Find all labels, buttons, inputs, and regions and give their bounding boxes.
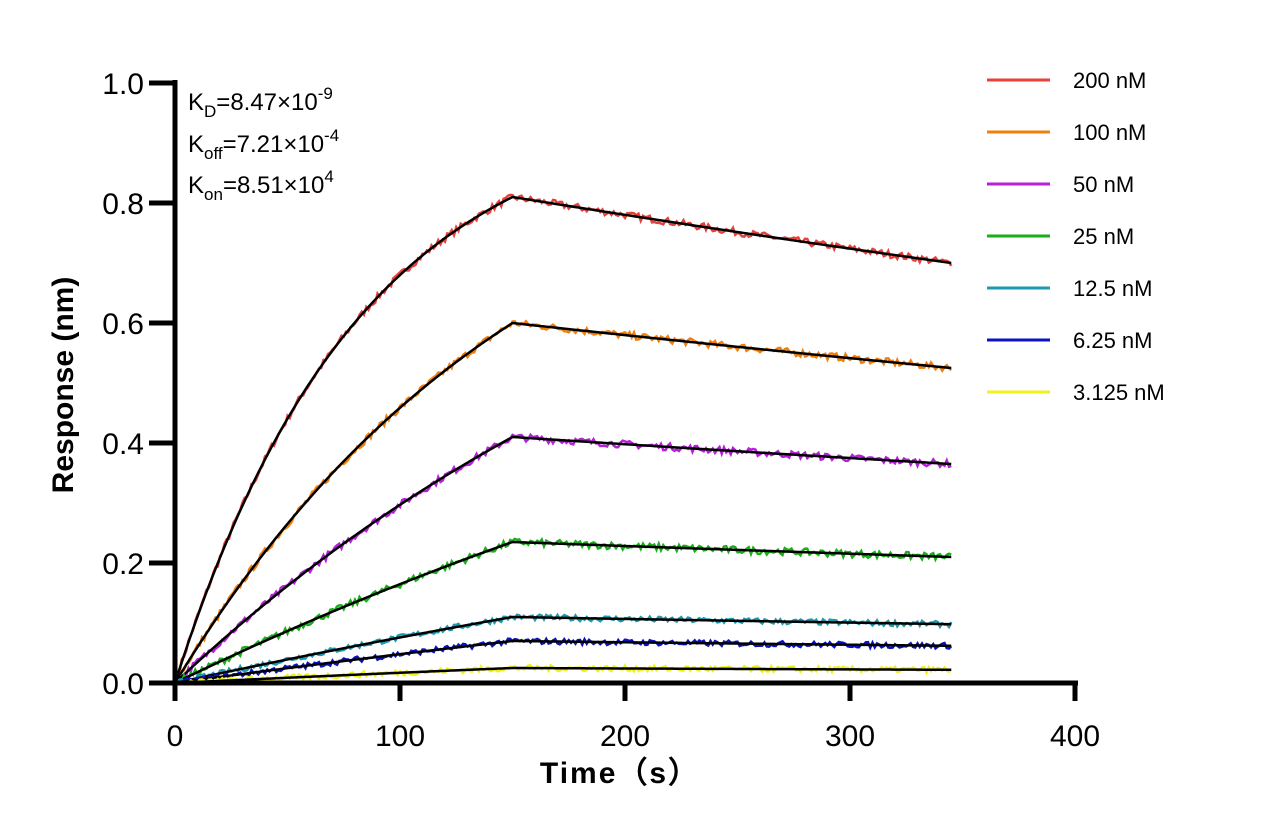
fit-line — [174, 666, 952, 685]
y-tick-label: 0.4 — [102, 428, 144, 461]
x-axis-title: Time（s） — [540, 756, 700, 790]
legend: 200 nM 100 nM 50 nM 25 nM 12.5 nM 6.25 nM 3.12… — [987, 68, 1165, 405]
legend-item: 3.125 nM — [987, 380, 1165, 405]
fit-line — [173, 321, 952, 684]
y-tick-label: 0.8 — [102, 188, 144, 221]
legend-item: 100 nM — [987, 120, 1146, 145]
legend-label: 6.25 nM — [1073, 328, 1153, 353]
x-tick-label: 100 — [375, 720, 425, 753]
legend-label: 12.5 nM — [1073, 276, 1153, 301]
kinetic-constants: KD=8.47×10-9 Koff=7.21×10-4 Kon=8.51×104 — [188, 84, 339, 204]
legend-label: 3.125 nM — [1073, 380, 1165, 405]
series-line — [174, 537, 952, 685]
x-tick-label: 400 — [1050, 720, 1100, 753]
x-tick-label: 0 — [167, 720, 184, 753]
ticks: 0 100 200 300 400 0.0 0.2 0.4 0.6 0.8 1.0 — [102, 68, 1100, 753]
plot-area — [173, 193, 953, 686]
legend-item: 50 nM — [987, 172, 1134, 197]
series-line — [174, 612, 953, 685]
y-tick-label: 0.2 — [102, 548, 144, 581]
x-tick-label: 200 — [600, 720, 650, 753]
fit-line — [174, 540, 952, 685]
legend-label: 100 nM — [1073, 120, 1146, 145]
y-tick-label: 0.6 — [102, 308, 144, 341]
kd-annotation: KD=8.47×10-9 — [188, 84, 333, 121]
y-axis-title: Response (nm) — [47, 277, 80, 494]
legend-item: 6.25 nM — [987, 328, 1153, 353]
kon-annotation: Kon=8.51×104 — [188, 167, 334, 204]
fit-line — [174, 639, 952, 685]
legend-label: 50 nM — [1073, 172, 1134, 197]
series-line — [173, 193, 953, 684]
y-tick-label: 1.0 — [102, 68, 144, 101]
fit-line — [174, 615, 952, 685]
y-tick-label: 0.0 — [102, 668, 144, 701]
x-tick-label: 300 — [825, 720, 875, 753]
legend-item: 25 nM — [987, 224, 1134, 249]
legend-item: 12.5 nM — [987, 276, 1153, 301]
koff-annotation: Koff=7.21×10-4 — [188, 126, 339, 163]
fit-line — [174, 435, 952, 684]
legend-label: 25 nM — [1073, 224, 1134, 249]
fit-line — [173, 195, 952, 684]
legend-label: 200 nM — [1073, 68, 1146, 93]
legend-item: 200 nM — [987, 68, 1146, 93]
